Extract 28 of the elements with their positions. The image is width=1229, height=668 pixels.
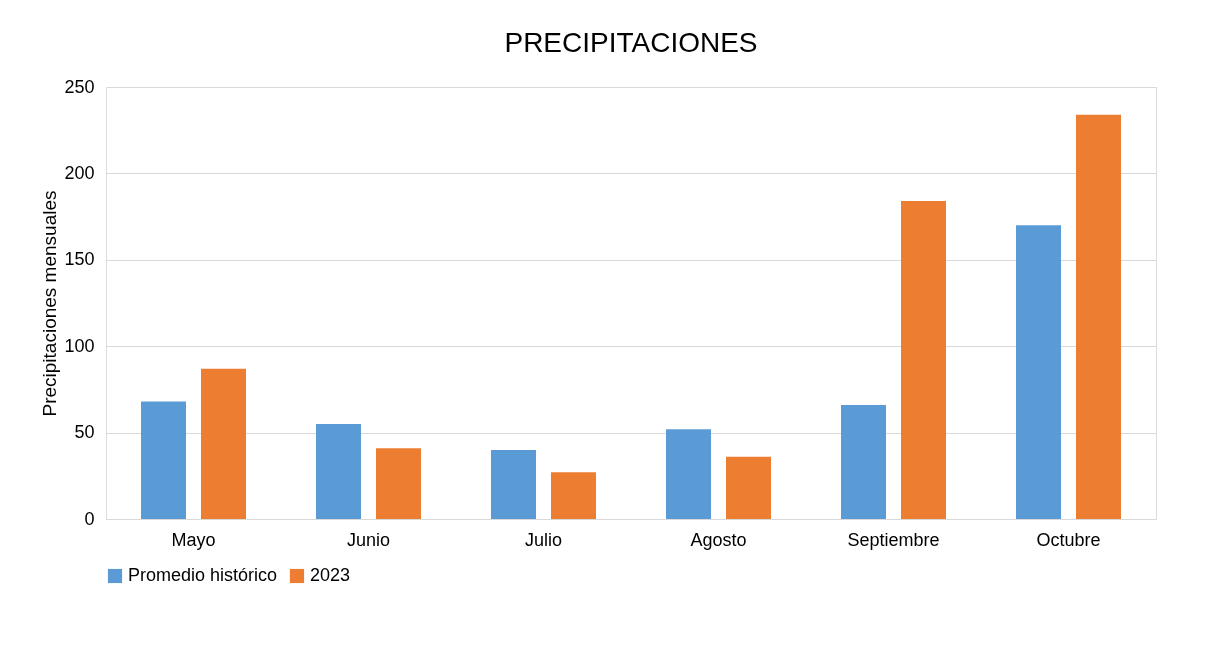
bar (551, 472, 596, 519)
x-tick-label: Mayo (171, 529, 216, 550)
y-tick-label: 150 (64, 249, 95, 270)
x-tick-label: Julio (524, 529, 563, 550)
bar (726, 456, 771, 519)
bar (666, 429, 711, 519)
bar (141, 401, 186, 519)
x-tick-label: Septiembre (847, 529, 940, 550)
bar (1076, 114, 1121, 519)
legend-label: Promedio histórico (128, 565, 278, 585)
chart-title: PRECIPITACIONES (504, 27, 758, 58)
y-tick-label: 250 (64, 76, 95, 97)
y-axis-title: Precipitaciones mensuales (39, 190, 61, 417)
y-tick-label: 100 (64, 335, 95, 356)
bar (316, 423, 361, 519)
bar (491, 449, 536, 519)
x-tick-label: Junio (346, 529, 391, 550)
y-tick-label: 200 (64, 162, 95, 183)
bar (1016, 225, 1061, 519)
bar (376, 448, 421, 519)
bar (901, 201, 946, 519)
y-tick-label: 0 (84, 508, 95, 529)
bar (841, 404, 886, 519)
y-tick-label: 50 (74, 422, 95, 443)
bar (201, 368, 246, 519)
x-tick-label: Agosto (690, 529, 747, 550)
x-tick-label: Octubre (1036, 529, 1101, 550)
legend-label: 2023 (310, 565, 351, 585)
